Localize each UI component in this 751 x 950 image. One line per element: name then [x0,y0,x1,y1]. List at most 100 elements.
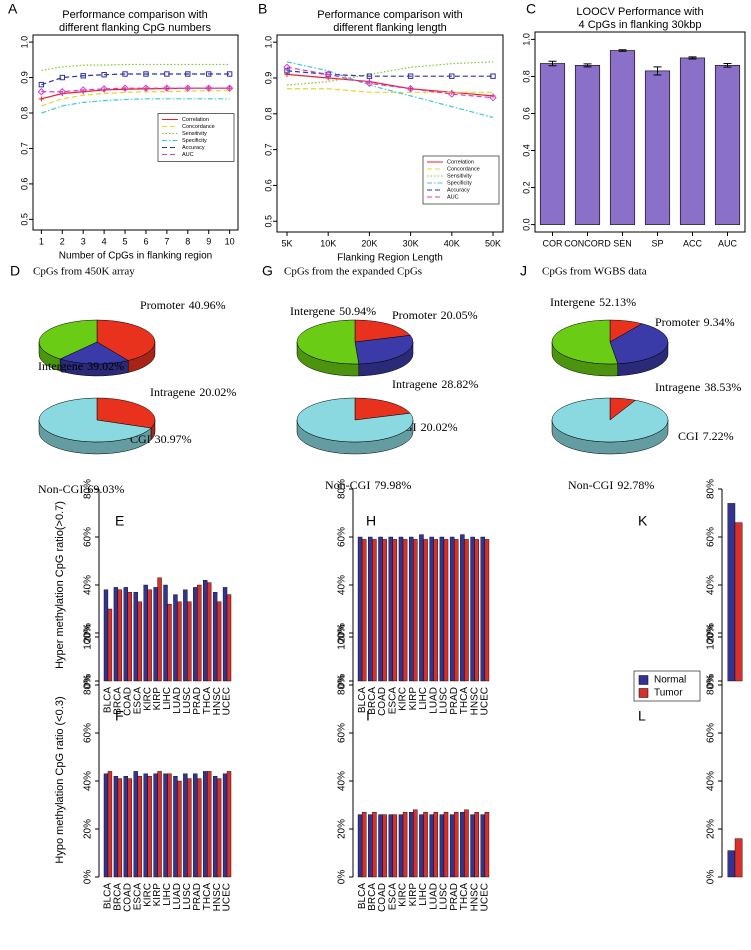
bar [453,812,459,878]
legend-label: Concordance [182,124,215,130]
point [38,96,44,102]
x-tick-label: 10 [225,236,235,246]
bar [113,776,119,878]
slice-value: 40.96% [189,298,226,312]
slice-category: Promoter [392,308,437,322]
bar [203,580,208,682]
series-line [287,88,493,93]
plot-frame [276,34,504,233]
y-tick-label: 80% [706,479,717,499]
bar [157,577,162,682]
y-tick-label: 1.0 [263,36,273,49]
x-tick-label: HNSC [212,687,223,715]
point [225,84,234,92]
bar [222,773,228,878]
bar [480,536,486,682]
slice-value: 69.03% [87,482,124,496]
error-bar [688,56,697,60]
y-tick-label: 80% [83,675,94,695]
series-line [41,63,230,72]
slice-value: 20.05% [441,308,478,322]
y-tick-label: 40% [337,771,348,791]
slice-category: Promoter [655,315,700,329]
bar [183,773,188,878]
slice-value: 7.22% [703,429,734,443]
y-tick-label: 40% [83,771,94,791]
bar [402,539,408,682]
point [366,73,373,79]
bar [137,776,142,878]
x-tick-label: COAD [122,883,133,912]
bar [357,814,363,878]
point [142,84,150,92]
bar [378,536,383,682]
bar [388,536,394,682]
x-tick-label: SEN [613,238,632,248]
series-line [41,90,230,107]
point [490,73,496,79]
y-tick-label: 0% [706,674,717,689]
y-tick-label: 0% [337,870,348,885]
bar [222,587,228,682]
bar [153,773,158,878]
slice-category: Intragene [392,377,437,391]
x-tick-label: 10K [320,238,336,248]
slice-category: Intergene [550,295,595,309]
bar [419,534,424,682]
y-axis-label: Hypo methylation CpG ratio (<0.3) [54,696,66,863]
bar [133,592,138,682]
bar [197,778,202,878]
point [79,86,87,94]
x-tick-label: UCEC [222,883,233,911]
x-tick-label: KIRC [398,883,409,907]
y-tick-label: 0.7 [19,142,29,155]
x-tick-label: PRAD [192,687,203,715]
bar [117,778,123,878]
slice-category: Non-CGI [38,482,83,496]
point [121,84,129,92]
x-tick-label: 5K [281,238,292,248]
slice-category: Intragene [150,385,195,399]
bar [361,539,367,682]
x-tick-label: COAD [377,883,388,912]
slice-value: 28.82% [441,377,478,391]
bar [464,539,469,682]
panel-letter: H [366,513,376,529]
bar [734,838,743,878]
x-tick-label: COAD [377,687,388,716]
point [365,79,374,88]
point [143,71,149,77]
bar [216,601,222,682]
x-tick-label: BRCA [113,687,124,715]
x-tick-label: BRCA [113,883,124,911]
x-tick-label: 30K [403,238,419,248]
legend-swatch [638,688,649,698]
bar [419,814,424,878]
slice-label: Intergene 39.02% [38,359,124,373]
pie-slice [38,319,98,360]
y-tick-label: 80% [83,479,94,499]
pie-slice [59,341,129,365]
bar [113,587,119,682]
y-tick-label: 0.6 [521,107,531,120]
bar [206,771,212,878]
x-tick-label: THCA [202,687,213,715]
panel-letter: A [8,1,18,17]
x-tick-label: LUSC [439,883,450,910]
x-tick-label: KIRP [152,883,163,907]
pie-slice [296,319,360,365]
y-tick-label: 0.9 [263,72,273,85]
y-tick-label: 20% [706,819,717,839]
bar [173,776,178,878]
slice-category: Intergene [38,359,83,373]
point [100,85,108,93]
x-tick-label: UCEC [222,687,233,715]
bar [137,601,142,682]
y-tick-label: 1.0 [521,33,531,46]
slice-label: Intragene 28.82% [392,377,478,391]
bar [484,812,490,878]
y-tick-label: 20% [706,623,717,643]
bar [193,587,198,682]
y-tick-label: 100% [337,624,348,650]
y-tick-label: 20% [83,623,94,643]
